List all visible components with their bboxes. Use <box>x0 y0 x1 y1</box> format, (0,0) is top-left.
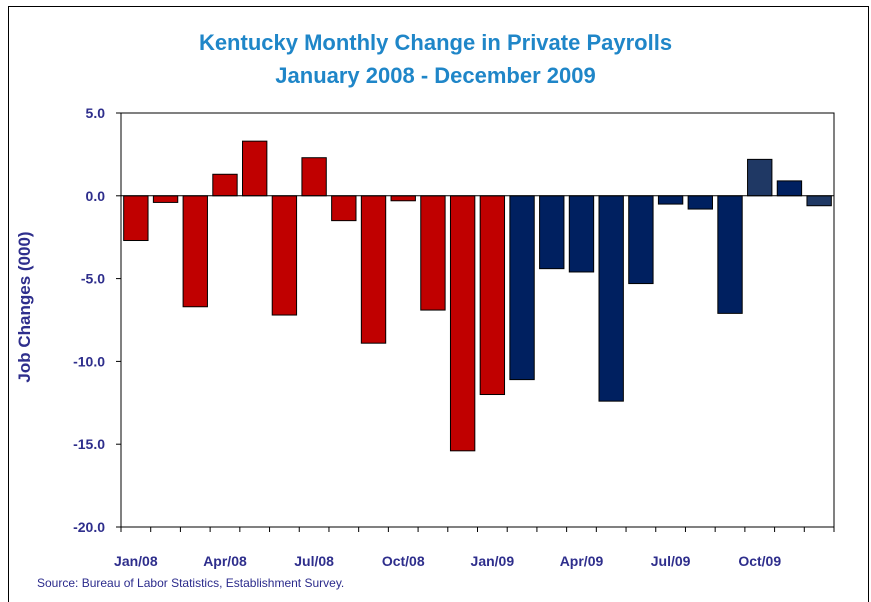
bar <box>598 195 624 402</box>
x-tick-label: Jul/08 <box>294 553 334 569</box>
bar <box>152 195 179 203</box>
bar <box>539 195 565 270</box>
bar <box>628 195 654 285</box>
x-tick-label: Jan/08 <box>114 553 158 569</box>
y-tick-label: -20.0 <box>73 519 105 535</box>
chart-title-line1: Kentucky Monthly Change in Private Payro… <box>198 30 673 55</box>
bar <box>123 195 149 242</box>
x-tick-label: Oct/08 <box>382 553 425 569</box>
x-tick-label: Jan/09 <box>471 553 515 569</box>
x-tick-label: Apr/08 <box>203 553 247 569</box>
bar <box>657 195 684 205</box>
y-tick-label: -15.0 <box>73 436 105 452</box>
chart-subtitle: January 2008 - December 2009 <box>275 63 596 88</box>
bar <box>747 158 773 197</box>
x-tick-label: Oct/09 <box>738 553 781 569</box>
bar <box>776 180 803 197</box>
bar <box>390 195 416 202</box>
bar <box>242 140 268 197</box>
bar <box>479 195 506 396</box>
bar <box>182 195 208 308</box>
bar <box>509 195 535 381</box>
y-tick-label: -5.0 <box>81 271 105 287</box>
bar <box>212 173 238 197</box>
x-tick-label: Apr/09 <box>560 553 604 569</box>
bar <box>806 195 832 207</box>
bar <box>420 195 446 311</box>
bar <box>568 195 595 273</box>
bar <box>717 195 743 314</box>
bar <box>360 195 387 344</box>
bar <box>271 195 298 316</box>
bar <box>449 195 476 452</box>
bar <box>687 195 713 210</box>
y-tick-label: 5.0 <box>86 105 106 121</box>
y-tick-label: 0.0 <box>86 188 106 204</box>
chart-title: Kentucky Monthly Change in Private Payro… <box>0 26 871 92</box>
bar <box>301 157 327 197</box>
x-tick-label: Jul/09 <box>651 553 691 569</box>
y-tick-label: -10.0 <box>73 353 105 369</box>
source-note: Source: Bureau of Labor Statistics, Esta… <box>37 576 345 590</box>
bar <box>331 195 357 222</box>
